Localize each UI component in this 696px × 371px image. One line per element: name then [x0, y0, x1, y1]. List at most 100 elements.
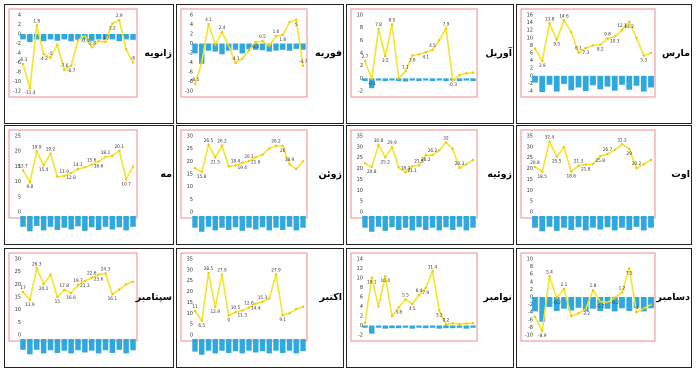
data-label: 30.8	[374, 138, 384, 144]
bar	[68, 339, 74, 354]
data-point	[397, 306, 400, 309]
data-point	[111, 293, 114, 296]
data-point	[261, 153, 264, 156]
data-point	[431, 48, 434, 52]
data-point	[83, 34, 87, 38]
data-label: 17.8	[59, 283, 69, 289]
data-point	[247, 159, 251, 163]
data-label: 12.9	[210, 309, 220, 315]
bar	[626, 75, 633, 90]
bar	[61, 34, 67, 40]
data-label: -7.6	[60, 63, 69, 69]
month-title: اوت	[671, 169, 690, 180]
data-label: 29	[627, 151, 633, 157]
data-point	[118, 288, 121, 291]
bar	[199, 339, 205, 355]
bar	[582, 216, 589, 231]
bar	[436, 325, 442, 329]
data-point	[281, 314, 284, 317]
data-label: 15.8	[197, 174, 207, 180]
data-label: -8.9	[538, 333, 547, 339]
data-point	[234, 61, 237, 65]
bar	[611, 75, 618, 91]
y-tick-label: -6	[528, 317, 533, 323]
data-point	[56, 295, 59, 299]
bar	[619, 75, 625, 85]
y-tick-label: 25	[357, 155, 363, 161]
data-point	[241, 161, 244, 165]
data-point	[131, 165, 135, 168]
data-point	[90, 276, 93, 279]
bar	[402, 325, 409, 328]
data-point	[97, 39, 100, 43]
bar	[633, 216, 640, 227]
data-point	[649, 51, 653, 55]
y-tick-label: 0	[18, 210, 21, 216]
chart-svg: 35 30 25 20 15 10 5 0 20.8 18.5 32.4 25.5 18.6 21.3 21…	[520, 129, 690, 232]
y-tick-label: 4	[190, 22, 193, 28]
data-point	[104, 40, 107, 44]
bar	[232, 339, 239, 352]
chart-panel-2: 6 4 2 0 -2 -4 -6 -8 -10 -8.5 4.1 2.4 -4.1 0.3 0.5 1.6 1.…	[176, 4, 344, 124]
y-tick-label: 14	[357, 257, 363, 263]
y-tick-label: -2	[358, 89, 363, 95]
data-point	[548, 22, 551, 25]
data-label: 19.9	[32, 145, 42, 151]
month-title: مه	[160, 169, 172, 180]
y-tick-label: 5	[18, 194, 21, 200]
data-label: 6.4	[416, 288, 423, 294]
bar	[640, 75, 647, 92]
data-point	[301, 64, 305, 68]
bar	[226, 216, 232, 230]
y-tick-label: 10	[15, 307, 21, 313]
data-label: 2.4	[219, 25, 226, 31]
data-label: 6.5	[198, 323, 205, 329]
data-label: 11.9	[59, 169, 69, 175]
data-label: 13.7	[18, 163, 28, 169]
y-tick-label: 8	[530, 43, 533, 49]
bar	[416, 325, 422, 328]
data-point	[411, 302, 414, 306]
y-tick-label: 30	[527, 144, 533, 150]
bar	[626, 216, 633, 230]
y-tick-label: 35	[357, 134, 363, 140]
data-point	[377, 305, 380, 308]
month-title: سپتامبر	[135, 292, 172, 303]
bar	[266, 216, 272, 231]
data-point	[417, 53, 421, 56]
y-tick-label: 6	[360, 38, 363, 44]
data-point	[533, 47, 537, 50]
data-point	[438, 309, 441, 312]
y-tick-label: 20	[15, 282, 21, 288]
bar	[369, 325, 375, 334]
data-point	[390, 314, 394, 318]
data-label: 4.1	[422, 54, 429, 60]
bar	[47, 34, 54, 40]
data-point	[541, 59, 544, 63]
data-label: 1.6	[273, 29, 280, 35]
data-label: -0.2	[611, 300, 620, 306]
data-label: 9.8	[26, 184, 33, 190]
bar	[450, 216, 456, 230]
bar	[470, 78, 476, 82]
bar	[375, 78, 382, 81]
y-tick-label: -4	[528, 310, 533, 316]
bar	[116, 34, 122, 42]
data-point	[261, 300, 264, 303]
y-tick-label: 2	[530, 66, 533, 72]
y-tick-label: 6	[530, 51, 533, 57]
data-label: 25.5	[552, 159, 562, 165]
data-point	[207, 271, 210, 275]
data-point	[234, 164, 237, 167]
data-point	[424, 286, 427, 290]
data-point	[444, 141, 448, 144]
chart-panel-5: 25 20 15 10 5 0 13.7 9.8 19.9 15.4 19.2 11.9 12.8 14.…	[4, 125, 174, 245]
data-label: -2.8	[88, 40, 97, 46]
data-label: -6.3	[19, 57, 28, 63]
chart-svg: 30 25 20 15 10 5 0 15.8 26.5 21.5 26.2 18.419.4 20.1…	[180, 129, 342, 232]
y-tick-label: 4	[18, 13, 21, 19]
bar	[219, 339, 225, 351]
bar	[205, 43, 212, 51]
data-label: 14.1	[73, 162, 83, 168]
bar	[597, 297, 604, 311]
